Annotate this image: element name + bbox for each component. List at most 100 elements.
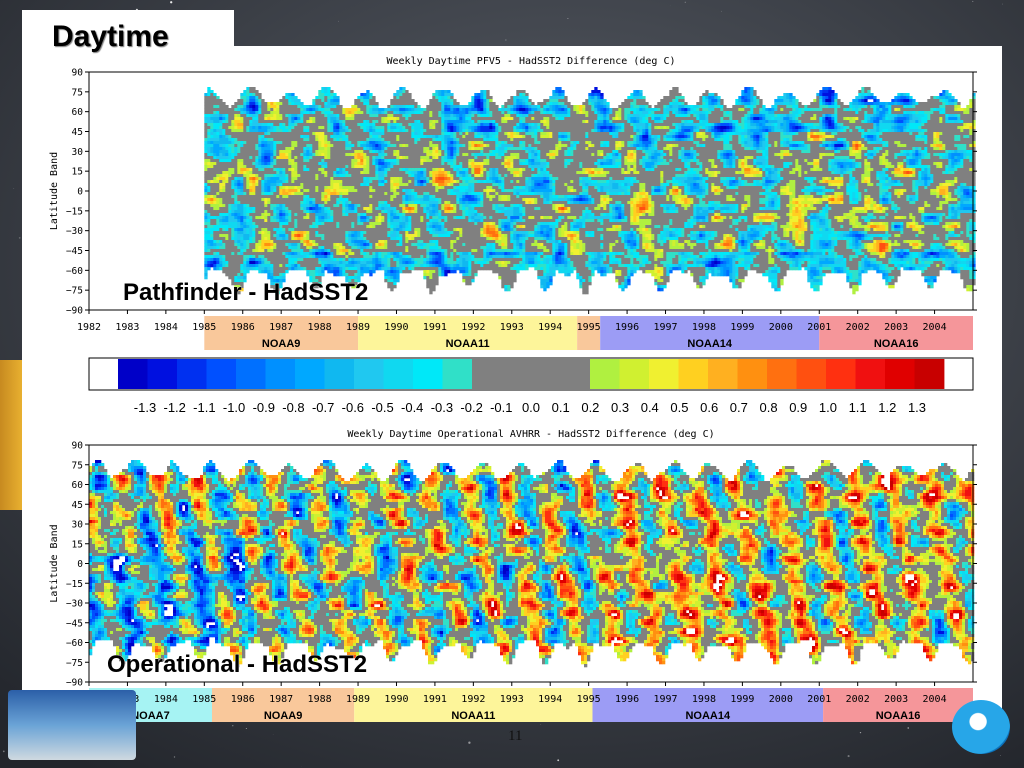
y-tick-label: −45	[66, 618, 83, 629]
x-tick-label: 1995	[577, 322, 601, 333]
x-tick-label: 2004	[923, 322, 947, 333]
legend-tick-label: 1.3	[908, 400, 926, 415]
x-tick-label: 1998	[692, 322, 716, 333]
x-tick-label: 1994	[538, 322, 562, 333]
y-tick-label: 0	[77, 187, 83, 198]
satellite-label: NOAA9	[264, 710, 303, 722]
legend-tick-label: 0.4	[641, 400, 659, 415]
x-tick-label: 1988	[308, 694, 332, 705]
chart-title: Weekly Daytime PFV5 - HadSST2 Difference…	[387, 56, 676, 67]
y-tick-label: 30	[72, 147, 84, 158]
x-tick-label: 1993	[500, 322, 524, 333]
legend-swatch	[265, 359, 296, 389]
x-tick-label: 1982	[77, 322, 101, 333]
y-tick-label: −90	[66, 306, 83, 317]
satellite-label: NOAA14	[685, 710, 731, 722]
heatmap-cells	[89, 460, 975, 668]
satellite-band	[204, 316, 359, 350]
y-tick-label: −15	[66, 206, 83, 217]
legend-swatch	[855, 359, 886, 389]
x-tick-label: 1991	[423, 322, 447, 333]
legend-swatch	[649, 359, 679, 389]
satellite-label: NOAA7	[131, 710, 170, 722]
heatmap-cells	[204, 87, 976, 295]
pathfinder-chart: Weekly Daytime PFV5 - HadSST2 Difference…	[49, 56, 977, 350]
satellite-logo-image	[8, 690, 136, 760]
x-tick-label: 2000	[769, 694, 793, 705]
x-tick-label: 1984	[154, 694, 178, 705]
legend-swatch	[590, 359, 620, 389]
legend-tick-label: 0.7	[730, 400, 748, 415]
legend-tick-label: -1.1	[193, 400, 215, 415]
satellite-label: NOAA14	[687, 338, 733, 350]
y-tick-label: 90	[72, 441, 84, 452]
legend-swatch	[737, 359, 768, 389]
y-tick-label: 15	[72, 167, 83, 178]
legend-swatch	[383, 359, 414, 389]
y-tick-label: 45	[72, 500, 83, 511]
legend-tick-label: 0.2	[581, 400, 599, 415]
satellite-band	[823, 688, 973, 722]
legend-swatch	[354, 359, 384, 389]
y-tick-label: 60	[72, 480, 84, 491]
chart-overlay-label: Pathfinder - HadSST2	[123, 279, 368, 306]
x-tick-label: 1987	[269, 694, 293, 705]
x-tick-label: 1999	[730, 694, 754, 705]
legend-swatch	[560, 359, 591, 389]
y-axis-label: Latitude Band	[49, 152, 60, 230]
legend-swatch	[472, 359, 502, 389]
y-tick-label: 75	[72, 87, 83, 98]
slide-title: Daytime	[52, 20, 169, 54]
legend-tick-label: 0.5	[670, 400, 688, 415]
legend-swatch	[826, 359, 856, 389]
x-tick-label: 1998	[692, 694, 716, 705]
legend-tick-label: 0.1	[552, 400, 570, 415]
legend-swatch	[177, 359, 207, 389]
x-tick-label: 1990	[384, 694, 408, 705]
operational-chart: Weekly Daytime Operational AVHRR - HadSS…	[49, 429, 977, 722]
color-legend: -1.3 -1.2 -1.1 -1.0 -0.9 -0.8 -0.7 -0.6 -0.5 -0.4…	[88, 357, 974, 415]
legend-swatch	[796, 359, 827, 389]
y-tick-label: −45	[66, 246, 83, 257]
legend-swatch	[678, 359, 709, 389]
legend-tick-label: 0.3	[611, 400, 629, 415]
y-tick-label: −75	[66, 658, 83, 669]
x-tick-label: 1996	[615, 322, 639, 333]
legend-swatch	[295, 359, 325, 389]
x-tick-label: 1997	[653, 322, 677, 333]
x-tick-label: 2002	[846, 322, 870, 333]
x-tick-label: 1987	[269, 322, 293, 333]
satellite-label: NOAA16	[874, 338, 919, 350]
x-tick-label: 2002	[846, 694, 870, 705]
satellite-band	[577, 316, 601, 350]
x-tick-label: 1991	[423, 694, 447, 705]
legend-swatch	[118, 359, 148, 389]
y-tick-label: 15	[72, 539, 83, 550]
chart-overlay-label: Operational - HadSST2	[107, 651, 367, 678]
legend-swatch	[413, 359, 443, 389]
legend-swatch	[619, 359, 650, 389]
legend-tick-label: 1.0	[819, 400, 837, 415]
legend-tick-label: -1.0	[223, 400, 245, 415]
satellite-band	[211, 688, 355, 722]
x-tick-label: 1985	[192, 694, 216, 705]
legend-swatch	[708, 359, 738, 389]
y-axis-label: Latitude Band	[49, 524, 60, 602]
legend-tick-label: 1.1	[849, 400, 867, 415]
satellite-band	[592, 688, 824, 722]
y-tick-label: 0	[77, 559, 83, 570]
y-tick-label: −90	[66, 678, 83, 689]
y-tick-label: 60	[72, 107, 84, 118]
x-tick-label: 1992	[461, 322, 485, 333]
y-tick-label: 45	[72, 127, 83, 138]
decorative-edge	[0, 360, 22, 510]
x-tick-label: 2003	[884, 694, 908, 705]
y-tick-label: −75	[66, 286, 83, 297]
x-tick-label: 1994	[538, 694, 562, 705]
x-tick-label: 1986	[231, 322, 255, 333]
legend-tick-label: -1.3	[134, 400, 156, 415]
legend-swatch	[501, 359, 532, 389]
satellite-band	[819, 316, 973, 350]
x-tick-label: 1993	[500, 694, 524, 705]
